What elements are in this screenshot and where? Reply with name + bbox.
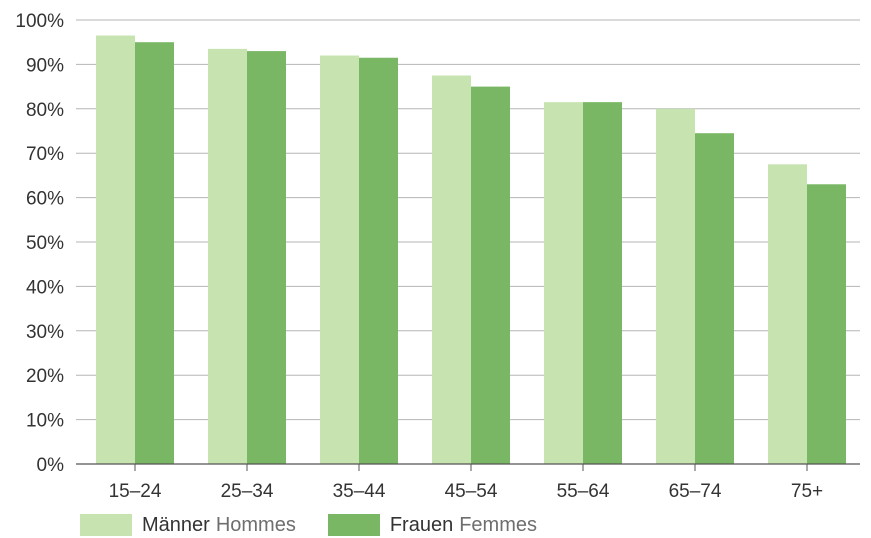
legend-swatch-maenner bbox=[80, 514, 132, 536]
legend: Männer Hommes Frauen Femmes bbox=[80, 512, 537, 538]
bar-frauen-15–24 bbox=[135, 42, 174, 464]
legend-swatch-frauen bbox=[327, 514, 380, 536]
y-tick-label: 90% bbox=[26, 55, 64, 76]
bar-frauen-55–64 bbox=[583, 102, 622, 464]
bar-maenner-75+ bbox=[768, 164, 807, 465]
legend-label-maenner-fr: Hommes bbox=[215, 513, 296, 536]
y-tick-label: 50% bbox=[26, 233, 64, 254]
y-tick-label: 80% bbox=[26, 100, 64, 121]
axes bbox=[76, 463, 860, 471]
y-tick-label: 10% bbox=[26, 411, 64, 432]
bar-maenner-35–44 bbox=[320, 55, 359, 465]
bars bbox=[96, 35, 846, 465]
bar-frauen-65–74 bbox=[695, 133, 734, 464]
y-tick-label: 70% bbox=[26, 144, 64, 165]
legend-item-maenner: Männer Hommes bbox=[80, 514, 296, 537]
x-tick-labels: 15–24 25–34 35–44 45–54 55–64 65–74 75+ bbox=[109, 481, 824, 502]
y-tick-label: 100% bbox=[15, 11, 64, 32]
x-tick-label: 65–74 bbox=[669, 481, 722, 502]
y-tick-label: 20% bbox=[26, 366, 64, 387]
bar-frauen-45–54 bbox=[471, 86, 510, 464]
x-tick-label: 45–54 bbox=[445, 481, 498, 502]
x-tick-label: 75+ bbox=[791, 481, 823, 502]
bar-frauen-75+ bbox=[807, 184, 846, 464]
x-tick-label: 15–24 bbox=[109, 481, 162, 502]
x-tick-label: 55–64 bbox=[557, 481, 610, 502]
bar-maenner-65–74 bbox=[656, 108, 695, 465]
bar-maenner-55–64 bbox=[544, 102, 583, 464]
bar-chart: 0% 10% 20% 30% 40% 50% 60% 70% 80% 90% 100% 15–24 2… bbox=[15, 11, 860, 502]
legend-label-maenner-de: Männer bbox=[142, 513, 210, 536]
bar-frauen-25–34 bbox=[247, 51, 286, 465]
legend-item-frauen: Frauen Femmes bbox=[327, 513, 537, 537]
x-tick-label: 25–34 bbox=[221, 481, 274, 502]
y-tick-labels: 0% 10% 20% 30% 40% 50% 60% 70% 80% 90% 100% bbox=[15, 11, 64, 476]
y-tick-label: 30% bbox=[26, 322, 64, 343]
bar-frauen-35–44 bbox=[359, 57, 398, 465]
y-tick-label: 40% bbox=[26, 277, 64, 298]
y-tick-label: 60% bbox=[26, 189, 64, 210]
bar-maenner-25–34 bbox=[208, 48, 247, 465]
legend-label-frauen-de: Frauen bbox=[389, 513, 454, 536]
bar-maenner-15–24 bbox=[96, 35, 135, 464]
legend-label-frauen-fr: Femmes bbox=[459, 513, 537, 536]
bar-maenner-45–54 bbox=[432, 75, 471, 464]
x-tick-label: 35–44 bbox=[333, 481, 386, 502]
y-tick-label: 0% bbox=[37, 455, 65, 476]
